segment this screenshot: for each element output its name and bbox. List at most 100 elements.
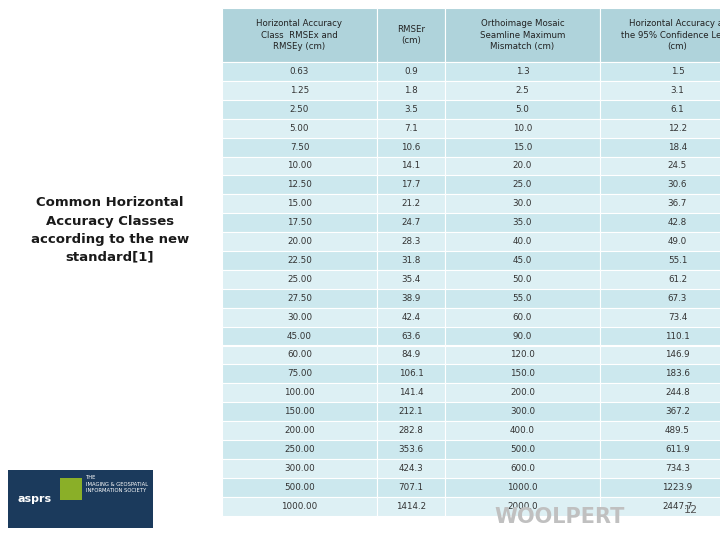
- Text: 1223.9: 1223.9: [662, 483, 693, 492]
- Bar: [222, 421, 377, 440]
- Bar: [60, 478, 82, 500]
- Text: 55.0: 55.0: [513, 294, 532, 303]
- Text: 2447.7: 2447.7: [662, 502, 693, 511]
- Text: 55.1: 55.1: [668, 256, 687, 265]
- Bar: [377, 251, 445, 270]
- Text: 400.0: 400.0: [510, 426, 535, 435]
- Bar: [377, 8, 445, 62]
- Bar: [222, 176, 377, 194]
- Text: asprs: asprs: [18, 494, 52, 504]
- Text: THE
IMAGING & GEOSPATIAL
INFORMATION SOCIETY: THE IMAGING & GEOSPATIAL INFORMATION SOC…: [86, 475, 148, 493]
- Text: 7.1: 7.1: [404, 124, 418, 133]
- Text: 40.0: 40.0: [513, 237, 532, 246]
- Bar: [445, 402, 600, 421]
- Text: 36.7: 36.7: [668, 199, 687, 208]
- Text: 6.1: 6.1: [671, 105, 684, 114]
- Bar: [377, 497, 445, 516]
- Bar: [222, 157, 377, 176]
- Text: 500.0: 500.0: [510, 445, 535, 454]
- Bar: [377, 308, 445, 327]
- Bar: [445, 213, 600, 232]
- Text: 31.8: 31.8: [401, 256, 420, 265]
- Bar: [377, 100, 445, 119]
- Bar: [600, 440, 720, 459]
- Text: 1000.0: 1000.0: [507, 483, 538, 492]
- Bar: [222, 440, 377, 459]
- Text: 489.5: 489.5: [665, 426, 690, 435]
- Text: 200.0: 200.0: [510, 388, 535, 397]
- Text: 21.2: 21.2: [402, 199, 420, 208]
- Text: 17.50: 17.50: [287, 218, 312, 227]
- Text: 90.0: 90.0: [513, 332, 532, 341]
- Text: 1.5: 1.5: [670, 67, 685, 76]
- Bar: [445, 8, 600, 62]
- Text: 1.8: 1.8: [404, 86, 418, 95]
- Bar: [377, 232, 445, 251]
- Text: Horizontal Accuracy at
the 95% Confidence Level
(cm): Horizontal Accuracy at the 95% Confidenc…: [621, 19, 720, 51]
- Bar: [377, 478, 445, 497]
- Bar: [445, 100, 600, 119]
- Text: 353.6: 353.6: [398, 445, 423, 454]
- Text: RMSEr
(cm): RMSEr (cm): [397, 25, 425, 45]
- Bar: [445, 346, 600, 365]
- Bar: [377, 346, 445, 365]
- Bar: [222, 62, 377, 81]
- Bar: [445, 440, 600, 459]
- Bar: [445, 327, 600, 346]
- Text: 30.0: 30.0: [513, 199, 532, 208]
- Text: 45.00: 45.00: [287, 332, 312, 341]
- Text: 30.6: 30.6: [668, 180, 687, 190]
- Text: 110.1: 110.1: [665, 332, 690, 341]
- Bar: [377, 440, 445, 459]
- Text: 0.63: 0.63: [290, 67, 309, 76]
- Bar: [222, 289, 377, 308]
- Text: 141.4: 141.4: [399, 388, 423, 397]
- Bar: [600, 157, 720, 176]
- Bar: [377, 459, 445, 478]
- Text: 2.50: 2.50: [290, 105, 309, 114]
- Bar: [600, 421, 720, 440]
- Text: 15.0: 15.0: [513, 143, 532, 152]
- Bar: [377, 289, 445, 308]
- Text: 24.5: 24.5: [668, 161, 687, 171]
- Bar: [600, 270, 720, 289]
- Text: 424.3: 424.3: [399, 464, 423, 473]
- Bar: [600, 459, 720, 478]
- Text: 75.00: 75.00: [287, 369, 312, 379]
- Bar: [377, 119, 445, 138]
- Text: 2000.0: 2000.0: [507, 502, 538, 511]
- Bar: [600, 383, 720, 402]
- Bar: [445, 289, 600, 308]
- Bar: [600, 62, 720, 81]
- Bar: [222, 213, 377, 232]
- Text: 25.0: 25.0: [513, 180, 532, 190]
- Bar: [222, 138, 377, 157]
- Bar: [600, 194, 720, 213]
- Bar: [377, 138, 445, 157]
- Text: 100.00: 100.00: [284, 388, 315, 397]
- Bar: [600, 497, 720, 516]
- Text: 24.7: 24.7: [401, 218, 420, 227]
- Bar: [222, 364, 377, 383]
- Text: 12.50: 12.50: [287, 180, 312, 190]
- Text: 35.0: 35.0: [513, 218, 532, 227]
- Bar: [222, 383, 377, 402]
- Text: 150.00: 150.00: [284, 407, 315, 416]
- Bar: [445, 478, 600, 497]
- Bar: [8, 470, 153, 528]
- Text: 282.8: 282.8: [399, 426, 423, 435]
- Text: 50.0: 50.0: [513, 275, 532, 284]
- Text: 17.7: 17.7: [401, 180, 420, 190]
- Bar: [377, 364, 445, 383]
- Bar: [222, 478, 377, 497]
- Text: 30.00: 30.00: [287, 313, 312, 322]
- Text: Orthoimage Mosaic
Seamline Maximum
Mismatch (cm): Orthoimage Mosaic Seamline Maximum Misma…: [480, 19, 565, 51]
- Text: 25.00: 25.00: [287, 275, 312, 284]
- Bar: [222, 8, 377, 62]
- Text: 1.3: 1.3: [516, 67, 529, 76]
- Text: 10.00: 10.00: [287, 161, 312, 171]
- Text: 10.6: 10.6: [401, 143, 420, 152]
- Text: 5.0: 5.0: [516, 105, 529, 114]
- Bar: [222, 402, 377, 421]
- Bar: [445, 62, 600, 81]
